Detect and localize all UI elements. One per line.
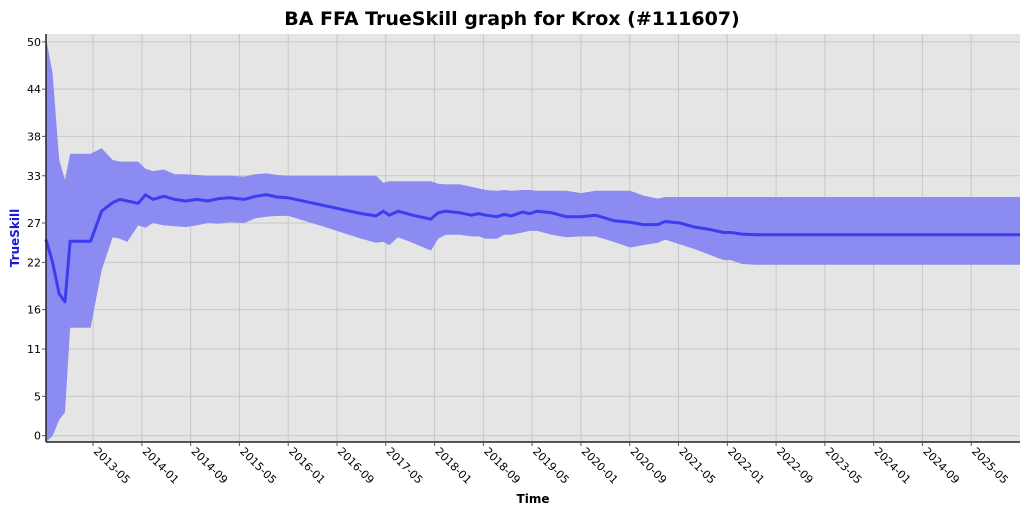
y-tick-label: 44 bbox=[27, 83, 41, 96]
y-tick-label: 27 bbox=[27, 217, 41, 230]
y-axis-label: TrueSkill bbox=[8, 209, 22, 267]
uncertainty-band-layer bbox=[46, 37, 1020, 443]
axes bbox=[45, 34, 1020, 443]
x-axis-label: Time bbox=[517, 492, 550, 506]
y-tick-label: 0 bbox=[34, 430, 41, 443]
y-axis-ticks: 0 5 11 16 22 27 33 38 44 50 bbox=[27, 36, 46, 443]
trueskill-line bbox=[44, 193, 1020, 304]
trueskill-line-layer bbox=[44, 193, 1020, 304]
y-tick-label: 11 bbox=[27, 343, 41, 356]
y-tick-label: 38 bbox=[27, 130, 41, 143]
y-tick-label: 22 bbox=[27, 256, 41, 269]
y-tick-label: 50 bbox=[27, 36, 41, 49]
y-tick-label: 16 bbox=[27, 304, 41, 317]
y-tick-label: 5 bbox=[34, 390, 41, 403]
y-tick-label: 33 bbox=[27, 170, 41, 183]
chart-title: BA FFA TrueSkill graph for Krox (#111607… bbox=[284, 8, 740, 30]
uncertainty-band bbox=[46, 37, 1020, 443]
